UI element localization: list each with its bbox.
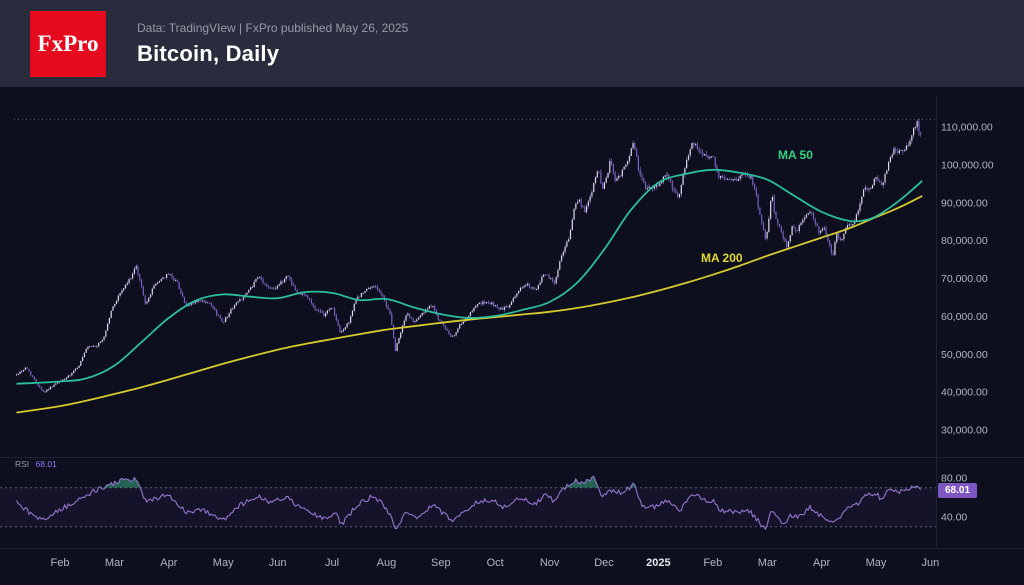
price-axis-label: 30,000.00 <box>941 425 988 437</box>
time-axis-label: Feb <box>51 557 70 569</box>
fxpro-logo: FxPro <box>30 10 106 77</box>
candles-layer <box>15 118 922 393</box>
price-axis-label: 70,000.00 <box>941 273 988 285</box>
moving-averages-layer <box>16 168 923 414</box>
time-axis-label: May <box>213 557 234 569</box>
header-text-block: Data: TradingVIew | FxPro published May … <box>137 21 408 67</box>
time-axis-label: Mar <box>758 557 777 569</box>
time-axis-label: Jun <box>269 557 287 569</box>
time-axis-label: Oct <box>487 557 504 569</box>
time-axis-label: Sep <box>431 557 451 569</box>
time-axis-label: Dec <box>594 557 614 569</box>
time-axis-label: Aug <box>377 557 397 569</box>
chart-title: Bitcoin, Daily <box>137 40 280 66</box>
data-source-line: Data: TradingVIew | FxPro published May … <box>137 20 409 35</box>
price-axis-label: 40,000.00 <box>941 387 988 399</box>
ma50-line <box>16 168 923 385</box>
ma200-line <box>16 195 923 414</box>
time-axis-label: Jun <box>922 557 940 569</box>
rsi-axis-label: 40.00 <box>941 512 967 524</box>
axes-layer: 110,000.00 100,000.00 90,000.00 80,000.00 70… <box>51 122 994 570</box>
price-axis-label: 80,000.00 <box>941 235 988 247</box>
price-axis-label: 100,000.00 <box>941 159 994 171</box>
rsi-axis-label: 80.00 <box>941 473 967 485</box>
time-axis-label: Mar <box>105 557 124 569</box>
price-axis-label: 50,000.00 <box>941 349 988 361</box>
rsi-layer <box>16 475 922 531</box>
rsi-value-badge: 68.01 <box>938 483 978 498</box>
rsi-line <box>16 475 922 531</box>
time-axis-label: 2025 <box>646 557 670 569</box>
header: FxPro Data: TradingVIew | FxPro publishe… <box>0 0 1024 87</box>
time-axis-label: May <box>866 557 887 569</box>
time-axis-label: Apr <box>160 557 177 569</box>
time-axis-label: Jul <box>325 557 339 569</box>
time-axis-label: Feb <box>703 557 722 569</box>
fxpro-logo-text: FxPro <box>37 30 99 56</box>
price-axis-label: 90,000.00 <box>941 197 988 209</box>
price-axis-label: 60,000.00 <box>941 311 988 323</box>
time-axis-label: Apr <box>813 557 830 569</box>
rsi-band <box>0 487 936 527</box>
price-axis-label: 110,000.00 <box>941 122 993 134</box>
time-axis-label: Nov <box>540 557 560 569</box>
gridlines-layer <box>0 95 1024 549</box>
